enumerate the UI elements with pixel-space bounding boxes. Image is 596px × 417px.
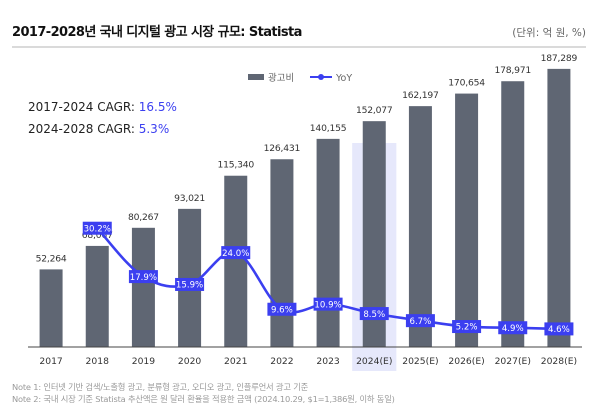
cagr-1-value: 16.5% (139, 100, 177, 114)
yoy-value-label: 9.6% (271, 305, 293, 315)
yoy-value-label: 17.9% (130, 273, 157, 283)
x-tick-label: 2019 (132, 356, 156, 367)
yoy-label-box (405, 314, 435, 328)
yoy-label-box (544, 322, 574, 336)
yoy-value-label: 8.5% (363, 310, 385, 320)
x-tick-label: 2021 (224, 356, 247, 367)
legend-line-marker (318, 74, 324, 80)
yoy-label-box (359, 307, 389, 321)
yoy-label-box (452, 320, 482, 334)
bar-value-label: 93,021 (174, 193, 205, 204)
bar-value-label: 126,431 (264, 143, 301, 154)
bar-2021 (224, 175, 248, 347)
bar-2020 (178, 208, 202, 347)
unit-label: (단위: 억 원, %) (512, 26, 586, 39)
bar-2026(E) (455, 93, 479, 347)
bar-value-label: 170,654 (448, 78, 485, 89)
bar-2025(E) (408, 106, 432, 348)
cagr-1-label: 2017-2024 CAGR: (28, 100, 139, 114)
yoy-label-box (128, 270, 158, 284)
bar-2023 (316, 138, 340, 347)
cagr-block: 2017-2024 CAGR: 16.5% 2024-2028 CAGR: 5.… (28, 100, 177, 136)
legend: 광고비 YoY (248, 72, 352, 84)
yoy-value-label: 24.0% (222, 249, 249, 259)
bar-2019 (131, 227, 155, 347)
x-tick-label: 2022 (270, 356, 293, 367)
yoy-label-box (498, 321, 528, 335)
yoy-value-label: 15.9% (176, 281, 203, 291)
yoy-value-label: 4.9% (502, 324, 524, 334)
bar-value-label: 152,077 (356, 105, 393, 116)
cagr-line-1: 2017-2024 CAGR: 16.5% (28, 100, 177, 114)
bar-value-label: 140,155 (310, 123, 347, 134)
bar-2024(E) (362, 121, 386, 348)
yoy-value-label: 4.6% (548, 325, 570, 335)
bar-2022 (270, 159, 294, 347)
bar-value-label: 80,267 (128, 212, 159, 223)
yoy-label-box (82, 221, 112, 235)
yoy-label-box (267, 302, 297, 316)
bar-value-label: 68,067 (82, 230, 113, 241)
note-2: Note 2: 국내 시장 기준 Statista 추산액은 원 달러 환율을 … (12, 394, 395, 404)
x-tick-label: 2026(E) (448, 356, 484, 367)
yoy-label-box (313, 297, 343, 311)
bar-2028(E) (547, 68, 571, 348)
yoy-label-box (175, 277, 205, 291)
yoy-value-label: 30.2% (84, 224, 111, 234)
bar-2018 (85, 245, 109, 347)
bar-value-label: 187,289 (541, 53, 578, 64)
legend-bar-label: 광고비 (268, 72, 294, 84)
bar-value-label: 162,197 (402, 90, 439, 101)
x-tick-label: 2024(E) (356, 356, 392, 367)
yoy-value-label: 10.9% (314, 300, 341, 310)
bar-value-label: 178,971 (494, 65, 531, 76)
chart-title: 2017-2028년 국내 디지털 광고 시장 규모: Statista (12, 24, 302, 40)
x-tick-label: 2025(E) (402, 356, 438, 367)
legend-line-label: YoY (335, 73, 352, 84)
note-1: Note 1: 인터넷 기반 검색/노출형 광고, 분류형 광고, 오디오 광고… (12, 382, 309, 392)
bar-value-label: 52,264 (36, 253, 67, 264)
bar-value-label: 115,340 (217, 160, 254, 171)
bar-2017 (39, 269, 63, 347)
yoy-value-label: 6.7% (409, 317, 431, 327)
yoy-value-label: 5.2% (456, 323, 478, 333)
cagr-line-2: 2024-2028 CAGR: 5.3% (28, 122, 169, 136)
x-tick-label: 2027(E) (495, 356, 531, 367)
x-tick-label: 2023 (316, 356, 340, 367)
plot-area: 52,264 68,067 80,267 93,021 115,340 126,431 14… (28, 53, 582, 371)
cagr-2-label: 2024-2028 CAGR: (28, 122, 139, 136)
cagr-2-value: 5.3% (139, 122, 170, 136)
x-tick-label: 2020 (178, 356, 202, 367)
bar-2027(E) (501, 81, 525, 348)
legend-bar-swatch (248, 74, 264, 80)
x-tick-label: 2018 (86, 356, 110, 367)
yoy-label-box (221, 246, 251, 260)
x-tick-label: 2017 (39, 356, 63, 367)
x-tick-label: 2028(E) (541, 356, 577, 367)
